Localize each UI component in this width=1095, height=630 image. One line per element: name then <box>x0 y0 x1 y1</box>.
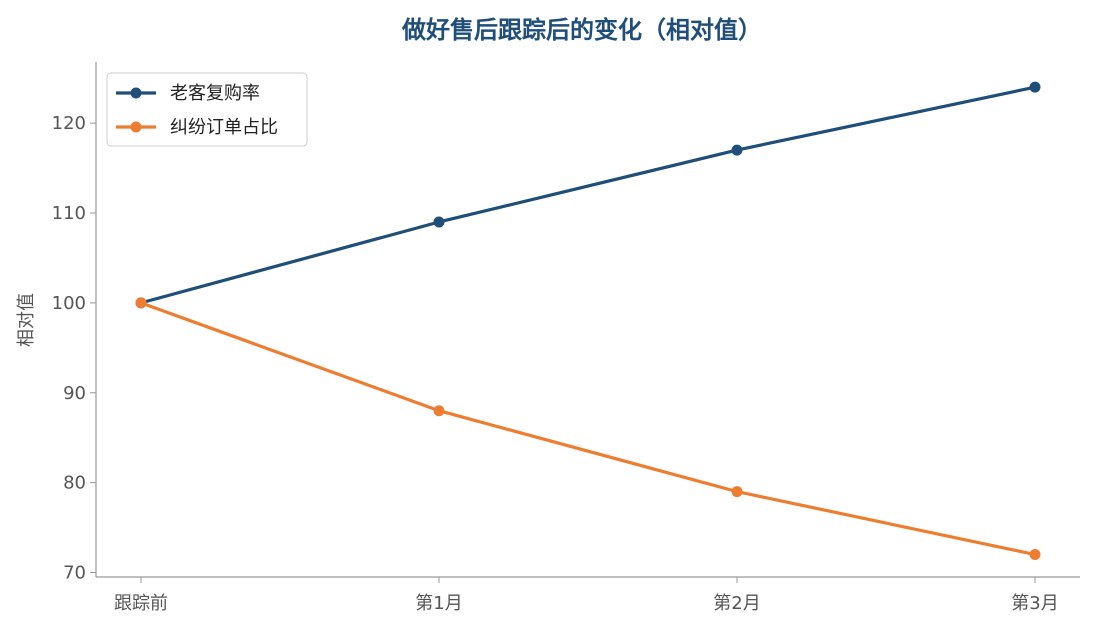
data-point <box>1029 549 1041 561</box>
y-tick-label: 110 <box>52 203 86 224</box>
series-layer <box>135 81 1041 561</box>
data-point <box>433 216 445 228</box>
series-2 <box>135 297 1041 561</box>
legend-marker <box>130 121 142 133</box>
y-ticks: 70 80 90 100 110 120 <box>52 113 96 584</box>
x-ticks: 跟踪前 第1月 第2月 第3月 <box>114 577 1059 614</box>
y-tick-label: 120 <box>52 113 86 134</box>
series-line <box>140 85 1036 305</box>
legend-marker <box>130 87 142 99</box>
y-tick-label: 80 <box>63 473 86 494</box>
data-point <box>135 297 147 309</box>
data-point <box>1029 81 1041 93</box>
y-tick-label: 90 <box>63 383 86 404</box>
data-point <box>731 486 743 498</box>
legend-box <box>106 72 308 147</box>
x-tick-label: 第1月 <box>415 593 462 614</box>
legend-label: 纠纷订单占比 <box>170 117 278 138</box>
series-line <box>140 301 1036 557</box>
x-tick-label: 第2月 <box>713 593 760 614</box>
axes <box>95 62 1080 578</box>
chart-title: 做好售后跟踪后的变化（相对值） <box>401 16 762 44</box>
y-axis-label: 相对值 <box>16 293 37 347</box>
x-tick-label: 第3月 <box>1011 593 1058 614</box>
y-tick-label: 70 <box>63 563 86 584</box>
data-point <box>433 405 445 417</box>
y-tick-label: 100 <box>52 293 86 314</box>
data-point <box>731 144 743 156</box>
x-tick-label: 跟踪前 <box>114 593 168 614</box>
legend-label: 老客复购率 <box>170 83 260 104</box>
